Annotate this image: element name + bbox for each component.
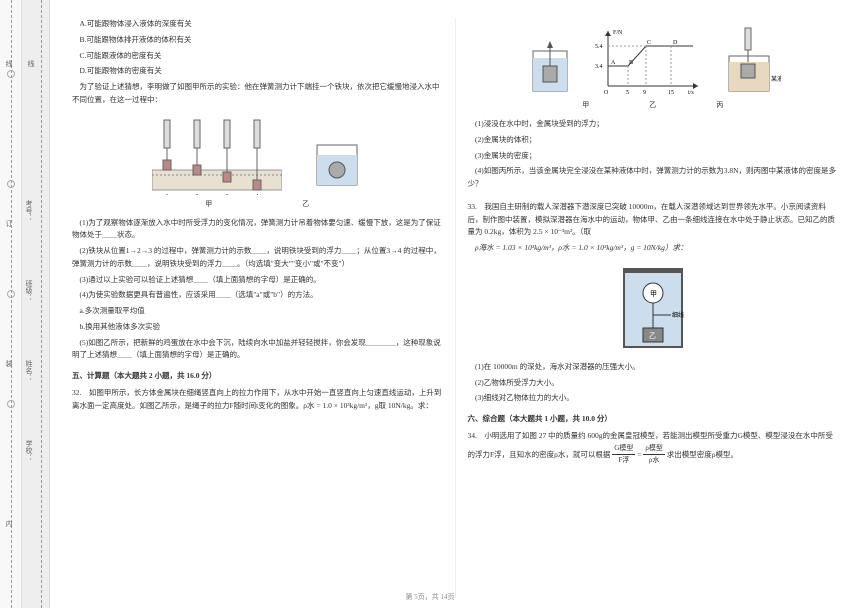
section6-title: 六、综合题（本大题共 1 小题，共 10.0 分） bbox=[468, 413, 839, 426]
svg-text:C: C bbox=[647, 40, 651, 46]
cap-bing: 丙 bbox=[716, 100, 723, 110]
diagram-q33: 甲 乙 细线 bbox=[468, 263, 839, 353]
option-d: D.可能跟物体的密度有关 bbox=[72, 65, 443, 78]
page-footer: 第 5页，共 14页 bbox=[406, 592, 455, 602]
svg-text:B: B bbox=[629, 60, 633, 66]
rp4: (4)如图丙所示，当该金属块完全浸没在某种液体中时，弹簧测力计的示数为3.8N，… bbox=[468, 165, 839, 191]
svg-text:5: 5 bbox=[626, 90, 629, 96]
content-area: A.可能跟物体浸入液体的深度有关 B.可能跟物体排开液体的体积有关 C.可能跟液… bbox=[50, 0, 860, 608]
left-column: A.可能跟物体浸入液体的深度有关 B.可能跟物体排开液体的体积有关 C.可能跟液… bbox=[60, 18, 456, 598]
option-b: B.可能跟物体排开液体的体积有关 bbox=[72, 34, 443, 47]
q4a: a.多次测量取平均值 bbox=[72, 305, 443, 318]
q33-2: (2)乙物体所受浮力大小。 bbox=[468, 377, 839, 390]
section5-title: 五、计算题（本大题共 2 小题，共 16.0 分） bbox=[72, 370, 443, 383]
right-column: F/N t/s 5.4 3.4 O 5 9 15 A B C D bbox=[456, 18, 851, 598]
q1: (1)为了观察物体逐渐放入水中时所受浮力的变化情况，弹簧测力计吊着物体要匀速、缓… bbox=[72, 217, 443, 243]
diagram-yi bbox=[312, 115, 362, 195]
frac-top: ρ模型 bbox=[643, 443, 665, 456]
q3: (3)通过以上实验可以验证上述猜想＿＿（填上面猜想的字母）是正确的。 bbox=[72, 274, 443, 287]
svg-text:9: 9 bbox=[643, 90, 646, 96]
diagram-bing: 某液体 bbox=[721, 26, 781, 96]
svg-text:1: 1 bbox=[166, 194, 169, 195]
q34: 34. 小明选用了如图 27 中的质量约 600g的金属皇冠模型，若能测出模型所… bbox=[468, 430, 839, 468]
svg-text:A: A bbox=[611, 60, 616, 66]
q5: (5)如图乙所示，把新鲜的鸡蛋放在水中会下沉，陆续向水中加盐并轻轻搅拌，你会发现… bbox=[72, 337, 443, 363]
vlabel: 考号： bbox=[24, 200, 34, 221]
svg-text:细线: 细线 bbox=[672, 311, 684, 319]
q32: 32. 如图甲所示，长方体金属块在细绳竖直向上的拉力作用下，从水中开始一直竖直向… bbox=[72, 387, 443, 413]
svg-text:某液体: 某液体 bbox=[771, 75, 781, 83]
q2: (2)铁块从位置1→2→3 的过程中，弹簧测力计的示数＿＿，说明铁块受到的浮力＿… bbox=[72, 245, 443, 271]
cap-yi: 乙 bbox=[649, 100, 656, 110]
rp3: (3)金属块的密度； bbox=[468, 150, 839, 163]
margin-label: 订 bbox=[4, 220, 14, 227]
q4b: b.换用其他液体多次实验 bbox=[72, 321, 443, 334]
svg-text:O: O bbox=[604, 90, 609, 96]
vlabel: 姓名： bbox=[24, 360, 34, 381]
q33-1: (1)在 10000m 的深处，海水对深潜器的压强大小。 bbox=[468, 361, 839, 374]
rp1: (1)浸没在水中时，金属块受到的浮力； bbox=[468, 118, 839, 131]
outer-margin: 线 订 装 内 bbox=[0, 0, 22, 608]
q33: 33. 我国自主研制的载人深潜器下潜深度已突破 10000m，在载人深潜领域达到… bbox=[468, 201, 839, 239]
svg-text:D: D bbox=[673, 40, 678, 46]
margin-label: 内 bbox=[4, 520, 14, 527]
svg-text:2: 2 bbox=[196, 194, 199, 195]
svg-text:3: 3 bbox=[226, 194, 229, 195]
q4: (4)为使实验数据更具有普遍性，应该采用＿＿（选填"a"或"b"）的方法。 bbox=[72, 289, 443, 302]
caption-yi: 乙 bbox=[302, 199, 309, 209]
svg-text:4: 4 bbox=[256, 194, 259, 195]
frac-bot: F浮 bbox=[612, 455, 635, 467]
diagram-jia: 1 2 3 4 bbox=[152, 115, 282, 195]
cap-jia: 甲 bbox=[582, 100, 589, 110]
svg-text:3.4: 3.4 bbox=[595, 64, 603, 70]
svg-text:15: 15 bbox=[668, 90, 674, 96]
q33c: ρ海水 = 1.03 × 10³kg/m³，ρ水 = 1.0 × 10³kg/m… bbox=[468, 242, 839, 255]
caption-jia: 甲 bbox=[205, 199, 212, 209]
inner-margin: 线 考号： 班级： 姓名： 学校： bbox=[22, 0, 50, 608]
q33-3: (3)细线对乙物体拉力的大小。 bbox=[468, 392, 839, 405]
option-a: A.可能跟物体浸入液体的深度有关 bbox=[72, 18, 443, 31]
diagram-jia2 bbox=[525, 26, 575, 96]
svg-text:5.4: 5.4 bbox=[595, 44, 603, 50]
q34-tail: 求出模型密度ρ模型。 bbox=[667, 450, 738, 459]
option-c: C.可能跟液体的密度有关 bbox=[72, 50, 443, 63]
svg-text:乙: 乙 bbox=[649, 332, 656, 340]
rp2: (2)金属块的体积； bbox=[468, 134, 839, 147]
chart-fn: F/N t/s 5.4 3.4 O 5 9 15 A B C D bbox=[593, 26, 703, 96]
vlabel: 班级： bbox=[24, 280, 34, 301]
margin-label: 线 bbox=[4, 60, 14, 67]
frac-bot: ρ水 bbox=[643, 455, 665, 467]
svg-text:甲: 甲 bbox=[650, 290, 657, 298]
frac-top: G模型 bbox=[612, 443, 635, 456]
diagram-jia-yi: 1 2 3 4 bbox=[72, 115, 443, 195]
diagram-triple: F/N t/s 5.4 3.4 O 5 9 15 A B C D bbox=[468, 26, 839, 96]
svg-text:F/N: F/N bbox=[613, 30, 623, 36]
page: 线 订 装 内 线 考号： 班级： 姓名： 学校： A.可能跟物体浸入液体的深度… bbox=[0, 0, 860, 608]
vlabel: 学校： bbox=[24, 440, 34, 461]
intro-text: 为了验证上述猜想，李明做了如图甲所示的实验：他在弹簧测力计下端挂一个铁块，依次把… bbox=[72, 81, 443, 107]
margin-label: 装 bbox=[4, 360, 14, 367]
svg-text:t/s: t/s bbox=[688, 90, 694, 96]
margin-label: 线 bbox=[26, 60, 36, 67]
